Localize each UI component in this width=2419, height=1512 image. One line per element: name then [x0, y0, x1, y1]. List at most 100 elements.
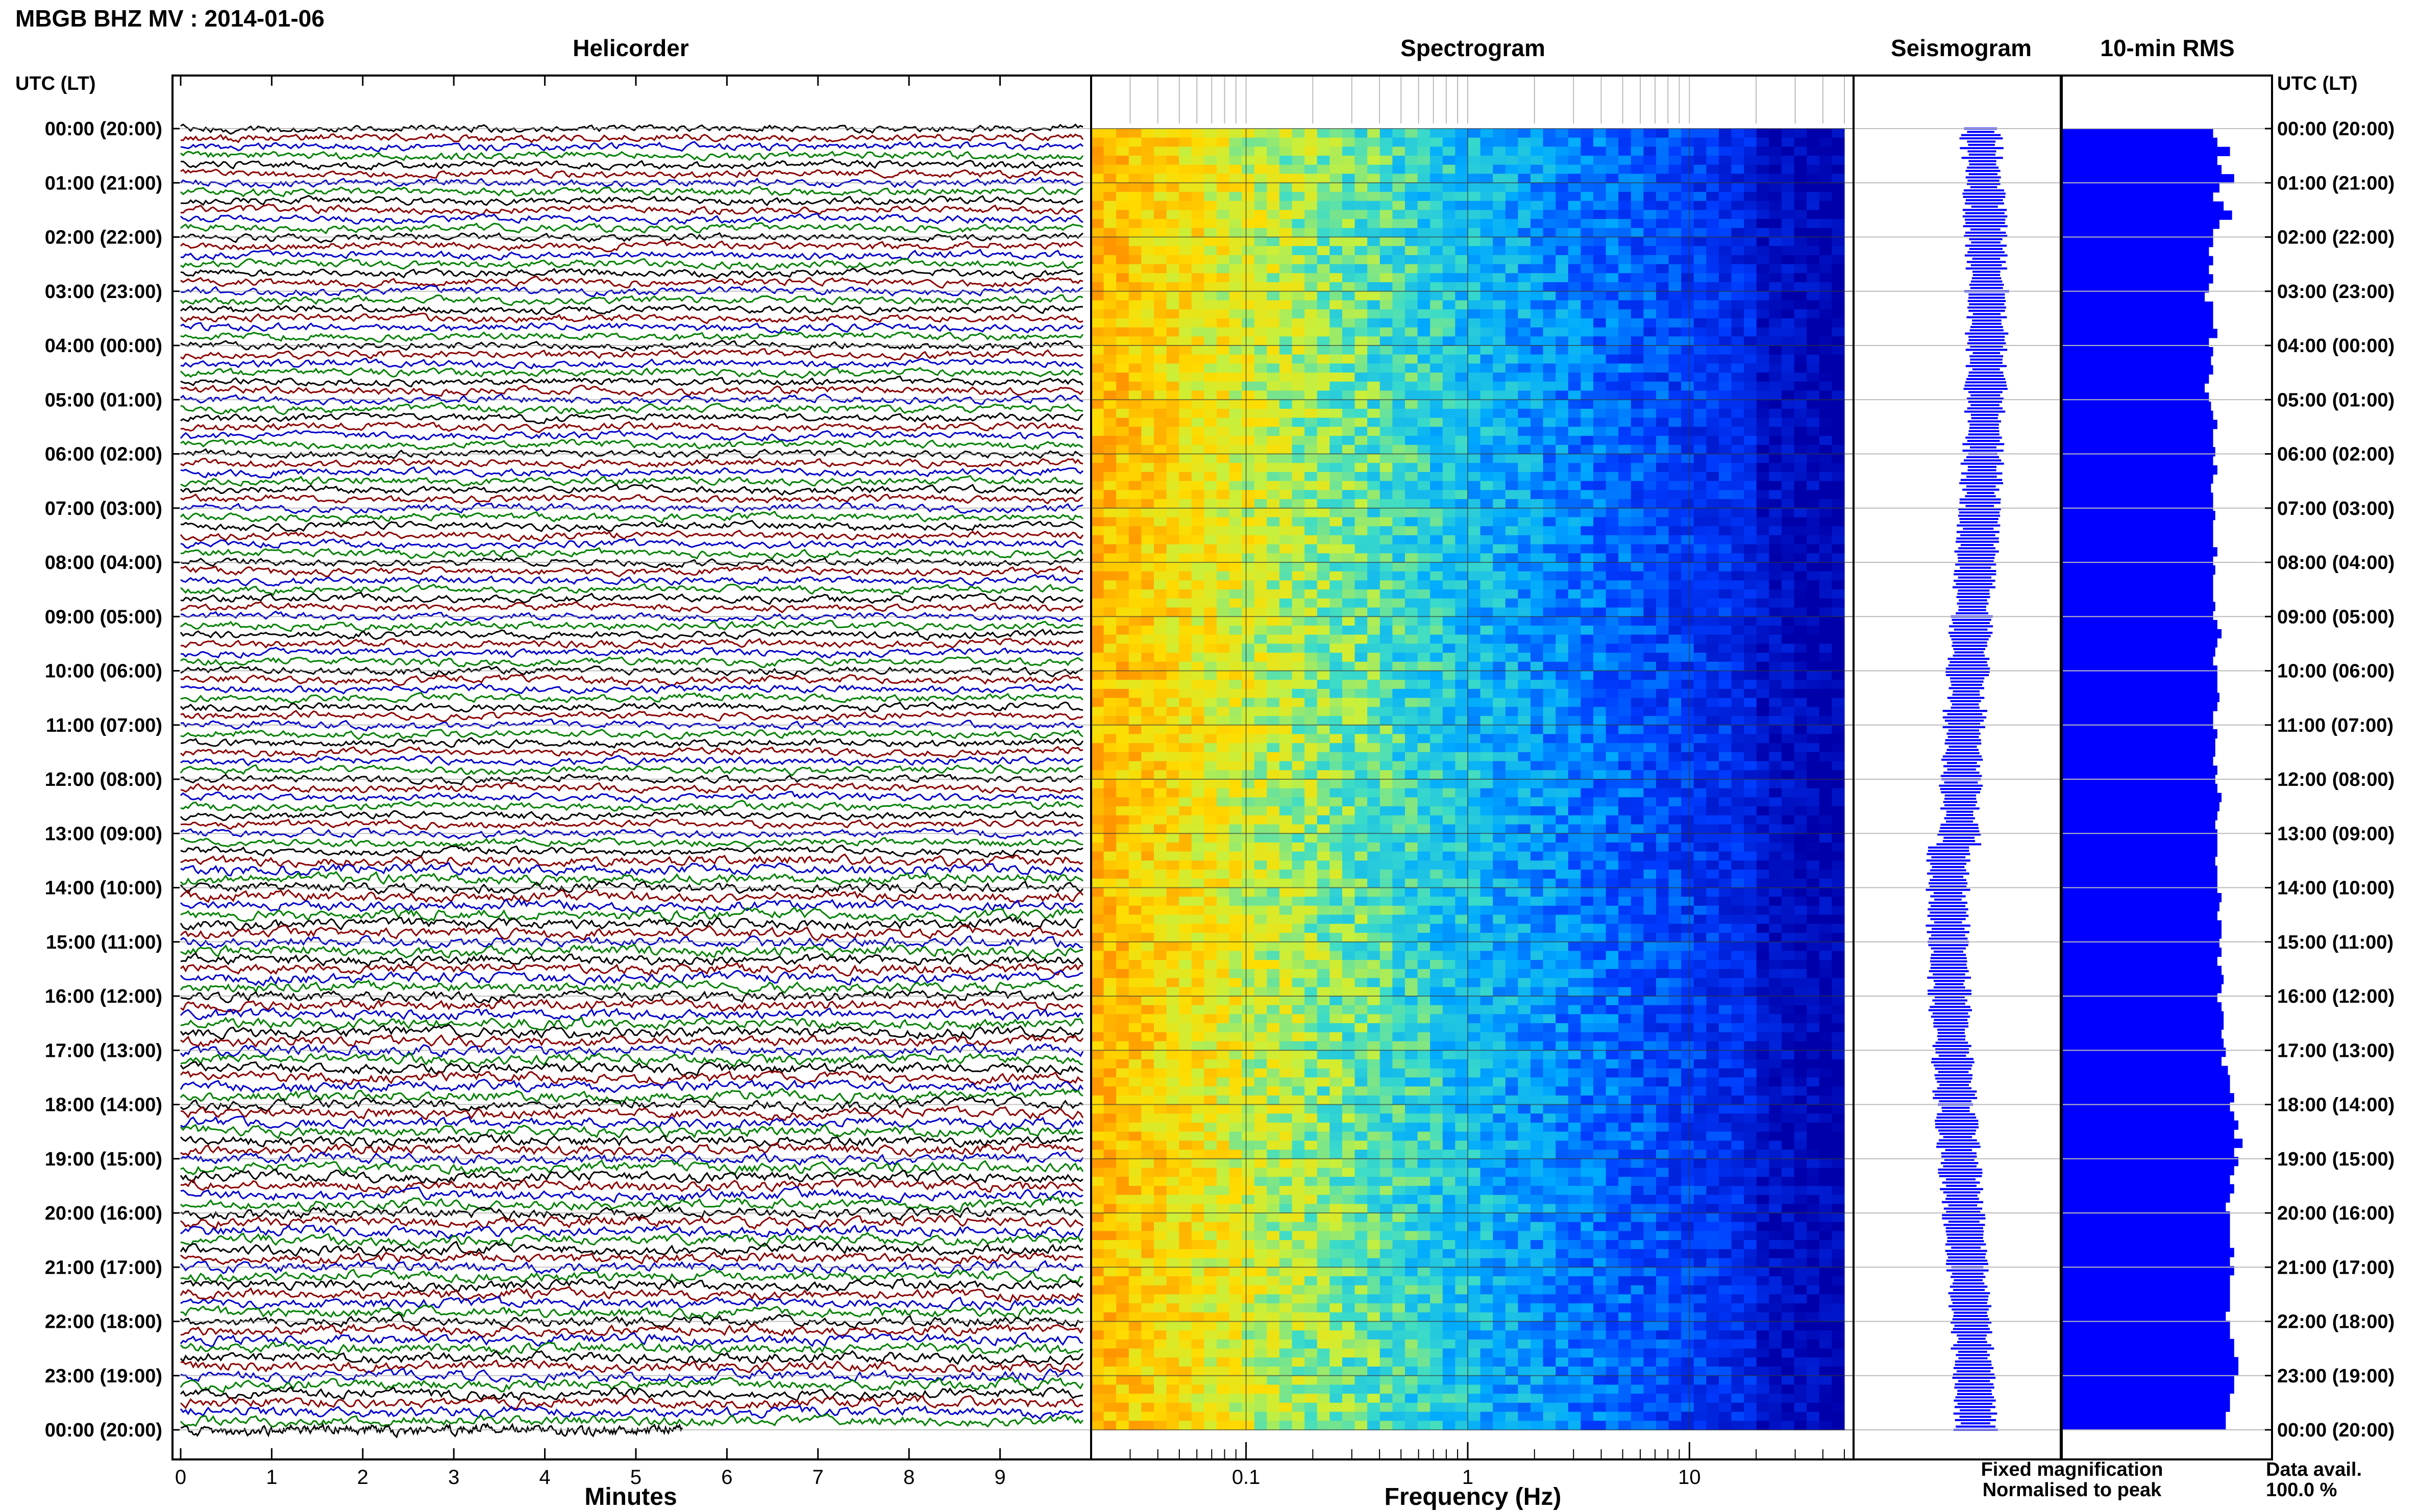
spectrogram-cell	[1693, 752, 1707, 762]
spectrogram-cell	[1744, 842, 1757, 852]
spectrogram-cell	[1543, 363, 1556, 373]
spectrogram-cell	[1242, 255, 1255, 265]
spectrogram-cell	[1794, 707, 1807, 716]
spectrogram-cell	[1656, 129, 1669, 138]
spectrogram-cell	[1091, 562, 1104, 572]
spectrogram-cell	[1304, 508, 1318, 518]
spectrogram-cell	[1154, 698, 1167, 707]
spectrogram-cell	[1593, 201, 1607, 210]
spectrogram-cell	[1254, 643, 1267, 653]
spectrogram-cell	[1179, 381, 1192, 391]
spectrogram-cell	[1606, 173, 1619, 183]
spectrogram-cell	[1782, 318, 1795, 328]
spectrogram-cell	[1116, 707, 1129, 716]
spectrogram-cell	[1217, 472, 1230, 482]
spectrogram-cell	[1719, 544, 1732, 554]
spectrogram-cell	[1417, 616, 1430, 626]
spectrogram-cell	[1242, 228, 1255, 238]
spectrogram-cell	[1292, 842, 1305, 852]
spectrogram-cell	[1279, 490, 1293, 500]
spectrogram-cell	[1543, 616, 1556, 626]
spectrogram-cell	[1782, 797, 1795, 807]
spectrogram-cell	[1719, 427, 1732, 436]
spectrogram-cell	[1543, 571, 1556, 581]
spectrogram-cell	[1254, 571, 1267, 581]
spectrogram-cell	[1267, 544, 1280, 554]
spectrogram-cell	[1254, 409, 1267, 418]
spectrogram-cell	[1204, 427, 1217, 436]
helicorder-trace	[180, 1232, 1084, 1249]
spectrogram-cell	[1480, 788, 1493, 798]
spectrogram-cell	[1304, 137, 1318, 147]
spectrogram-cell	[1794, 210, 1807, 219]
spectrogram-cell	[1191, 192, 1204, 202]
spectrogram-cell	[1832, 354, 1845, 364]
spectrogram-cell	[1317, 788, 1330, 798]
spectrogram-cell	[1581, 490, 1594, 500]
spectrogram-cell	[1505, 589, 1518, 599]
spectrogram-cell	[1618, 436, 1632, 445]
helicorder-panel	[180, 123, 1084, 1439]
spectrogram-cell	[1807, 508, 1820, 518]
spectrogram-cell	[1693, 553, 1707, 563]
spectrogram-cell	[1317, 743, 1330, 753]
spectrogram-cell	[1744, 716, 1757, 726]
spectrogram-cell	[1304, 851, 1318, 861]
spectrogram-cell	[1116, 616, 1129, 626]
spectrogram-cell	[1191, 607, 1204, 617]
spectrogram-cell	[1643, 354, 1657, 364]
spectrogram-cell	[1719, 444, 1732, 455]
spectrogram-cell	[1719, 390, 1732, 400]
spectrogram-cell	[1254, 734, 1267, 743]
spectrogram-cell	[1719, 417, 1732, 427]
spectrogram-cell	[1606, 779, 1619, 789]
spectrogram-cell	[1204, 716, 1217, 726]
spectrogram-cell	[1832, 255, 1845, 265]
spectrogram-cell	[1769, 146, 1782, 156]
spectrogram-cell	[1769, 336, 1782, 346]
spectrogram-cell	[1681, 318, 1694, 328]
spectrogram-cell	[1342, 580, 1355, 590]
spectrogram-cell	[1217, 788, 1230, 798]
spectrogram-cell	[1832, 444, 1845, 455]
spectrogram-cell	[1568, 553, 1581, 563]
spectrogram-cell	[1568, 409, 1581, 418]
spectrogram-cell	[1656, 743, 1669, 753]
spectrogram-cell	[1179, 264, 1192, 274]
spectrogram-cell	[1493, 661, 1506, 672]
spectrogram-cell	[1204, 436, 1217, 445]
spectrogram-cell	[1329, 436, 1343, 445]
spectrogram-cell	[1832, 291, 1845, 301]
spectrogram-cell	[1744, 761, 1757, 771]
spectrogram-cell	[1643, 580, 1657, 590]
spectrogram-cell	[1455, 716, 1468, 726]
spectrogram-cell	[1217, 237, 1230, 246]
spectrogram-cell	[1154, 725, 1167, 735]
spectrogram-cell	[1179, 409, 1192, 418]
spectrogram-cell	[1756, 797, 1769, 807]
spectrogram-cell	[1782, 770, 1795, 780]
spectrogram-cell	[1769, 517, 1782, 527]
spectrogram-cell	[1367, 607, 1380, 617]
spectrogram-cell	[1693, 580, 1707, 590]
spectrogram-cell	[1166, 354, 1179, 364]
spectrogram-cell	[1179, 851, 1192, 861]
spectrogram-cell	[1706, 797, 1719, 807]
spectrogram-cell	[1191, 544, 1204, 554]
spectrogram-cell	[1782, 219, 1795, 229]
spectrogram-cell	[1719, 634, 1732, 644]
spectrogram-cell	[1204, 508, 1217, 518]
spectrogram-cell	[1493, 237, 1506, 246]
spectrogram-cell	[1354, 806, 1368, 816]
spectrogram-cell	[1304, 616, 1318, 626]
spectrogram-cell	[1405, 354, 1418, 364]
spectrogram-cell	[1430, 472, 1443, 482]
spectrogram-cell	[1103, 824, 1117, 834]
spectrogram-cell	[1279, 481, 1293, 490]
spectrogram-cell	[1191, 173, 1204, 183]
spectrogram-cell	[1103, 390, 1117, 400]
spectrogram-cell	[1242, 400, 1255, 409]
spectrogram-cell	[1455, 201, 1468, 210]
spectrogram-cell	[1304, 300, 1318, 310]
spectrogram-cell	[1179, 472, 1192, 482]
